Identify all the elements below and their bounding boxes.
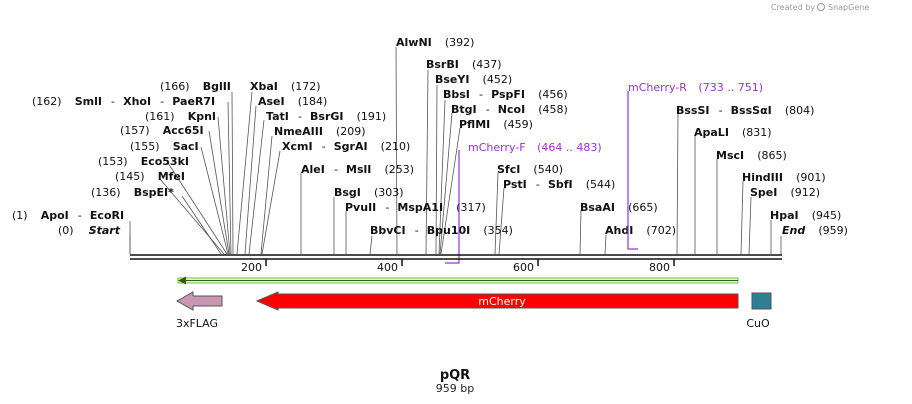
- scale-ticks: 200 400 600 800: [241, 259, 674, 274]
- site-bspei: (136) BspEI*: [91, 181, 174, 200]
- tick-label-600: 600: [513, 261, 534, 274]
- svg-text:CuO: CuO: [746, 317, 770, 330]
- site-alwni: AlwNI (392): [396, 31, 474, 50]
- snapgene-logo-icon: [818, 4, 825, 11]
- feature-cuo: CuO: [746, 293, 771, 330]
- site-labels-right: XbaI (172) AseI (184) TatI - BsrGI (191)…: [250, 31, 848, 238]
- svg-text:mCherry: mCherry: [478, 295, 526, 308]
- orf-arrow: [178, 277, 738, 285]
- site-msci: MscI (865): [716, 144, 787, 163]
- sequence-backbone: [130, 255, 782, 259]
- site-saci: (155) SacI: [130, 135, 199, 154]
- plasmid-map: Created by SnapGene: [0, 0, 912, 404]
- site-bsaai: BsaAI (665): [580, 196, 658, 215]
- tick-label-800: 800: [649, 261, 670, 274]
- map-length: 959 bp: [436, 382, 474, 395]
- site-bsssi: BssSI - BssSαI (804): [676, 99, 814, 118]
- map-title: pQR: [440, 368, 470, 383]
- site-bbvci: BbvCI - Bpu10I (354): [370, 219, 513, 238]
- svg-text:mCherry-R (733 .. 751): mCherry-R (733 .. 751): [628, 81, 763, 94]
- feature-mcherry: mCherry: [257, 292, 738, 310]
- site-apali: ApaLI (831): [694, 121, 772, 140]
- svg-text:3xFLAG: 3xFLAG: [176, 317, 218, 330]
- feature-3xflag: 3xFLAG: [176, 292, 222, 330]
- svg-text:mCherry-F (464 .. 483): mCherry-F (464 .. 483): [468, 141, 602, 154]
- tick-label-400: 400: [377, 261, 398, 274]
- credit-brand: SnapGene: [828, 3, 869, 12]
- site-apoi: (1) ApoI - EcoRI: [12, 204, 124, 223]
- site-alei: AleI - MslI (253): [301, 158, 414, 177]
- tick-label-200: 200: [241, 261, 262, 274]
- site-bglii: (166) BglII: [160, 75, 231, 94]
- site-bsrbi: BsrBI (437): [426, 53, 502, 72]
- site-labels-left: (1) ApoI - EcoRI (0) Start (136) BspEI* …: [12, 75, 231, 238]
- site-pvuii: PvuII - MspA1I (317): [345, 196, 486, 215]
- credit-text: Created by: [771, 3, 815, 12]
- site-hindiii: HindIII (901): [742, 166, 826, 185]
- site-ahdi: AhdI (702): [605, 219, 676, 238]
